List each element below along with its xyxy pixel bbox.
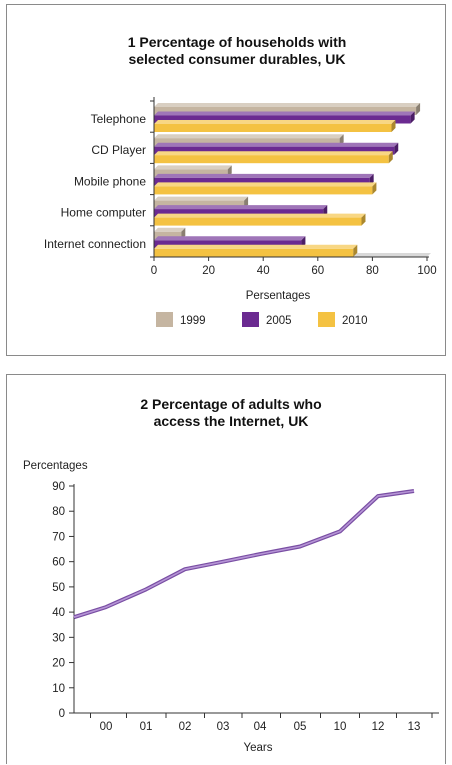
x-tick-label: 60	[311, 265, 324, 277]
bar-top-face	[154, 143, 398, 147]
bar-top-face	[154, 151, 393, 155]
x-tick-label: 05	[294, 721, 307, 733]
x-tick-label: 40	[257, 265, 270, 277]
chart-title-line: 2 Percentage of adults who	[140, 396, 321, 412]
x-tick-label: 01	[140, 721, 153, 733]
x-tick-label: 20	[202, 265, 215, 277]
y-tick-label: 70	[52, 531, 65, 543]
category-label: Telephone	[91, 112, 147, 126]
series-line	[74, 491, 414, 617]
bar-top-face	[154, 228, 185, 232]
x-tick-label: 0	[151, 265, 157, 277]
y-tick-label: 90	[52, 481, 65, 493]
category-label: CD Player	[91, 143, 146, 157]
y-tick-label: 20	[52, 658, 65, 670]
category-label: Internet connection	[44, 237, 146, 251]
x-axis-label: Persentages	[246, 290, 311, 302]
bar-top-face	[154, 197, 248, 201]
y-tick-label: 50	[52, 582, 65, 594]
y-tick-label: 0	[59, 708, 65, 720]
x-tick-label: 00	[100, 721, 113, 733]
category-label: Home computer	[61, 206, 146, 220]
x-tick-label: 13	[408, 721, 421, 733]
x-tick-label: 100	[417, 265, 436, 277]
chart-title-line: 1 Percentage of households with	[128, 34, 347, 50]
legend-swatch-1999	[156, 312, 173, 327]
bar-top-face	[154, 103, 420, 107]
x-tick-label: 12	[372, 721, 385, 733]
chart-title-line: selected consumer durables, UK	[128, 51, 345, 67]
chart-title-line: access the Internet, UK	[154, 413, 309, 429]
x-tick-label: 04	[254, 721, 267, 733]
bar-2010	[154, 186, 372, 194]
bar-top-face	[154, 112, 415, 116]
legend-label: 2005	[266, 315, 292, 327]
category-label: Mobile phone	[74, 174, 146, 188]
x-axis-label: Years	[244, 742, 273, 754]
bar-top-face	[154, 245, 357, 249]
y-tick-label: 60	[52, 557, 65, 569]
bar-2010	[154, 155, 389, 163]
legend-label: 2010	[342, 315, 368, 327]
bar-chart-households: 1 Percentage of households withselected …	[7, 5, 447, 357]
bar-top-face	[154, 214, 365, 218]
bar-top-face	[154, 236, 305, 240]
bar-top-face	[154, 174, 374, 178]
bar-2010	[154, 124, 392, 132]
x-tick-label: 10	[334, 721, 347, 733]
x-tick-label: 02	[179, 721, 192, 733]
legend-swatch-2005	[242, 312, 259, 327]
bar-top-face	[154, 165, 232, 169]
y-axis-label: Percentages	[23, 460, 88, 472]
x-tick-label: 80	[366, 265, 379, 277]
bar-top-face	[154, 205, 327, 209]
y-tick-label: 80	[52, 506, 65, 518]
legend-swatch-2010	[318, 312, 335, 327]
y-tick-label: 10	[52, 683, 65, 695]
bar-2010	[154, 249, 353, 257]
x-tick-label: 03	[217, 721, 230, 733]
bar-top-face	[154, 120, 396, 124]
bar-top-face	[154, 134, 344, 138]
y-tick-label: 30	[52, 632, 65, 644]
bar-top-face	[154, 182, 376, 186]
legend-label: 1999	[180, 315, 206, 327]
y-tick-label: 40	[52, 607, 65, 619]
bar-2010	[154, 218, 361, 226]
